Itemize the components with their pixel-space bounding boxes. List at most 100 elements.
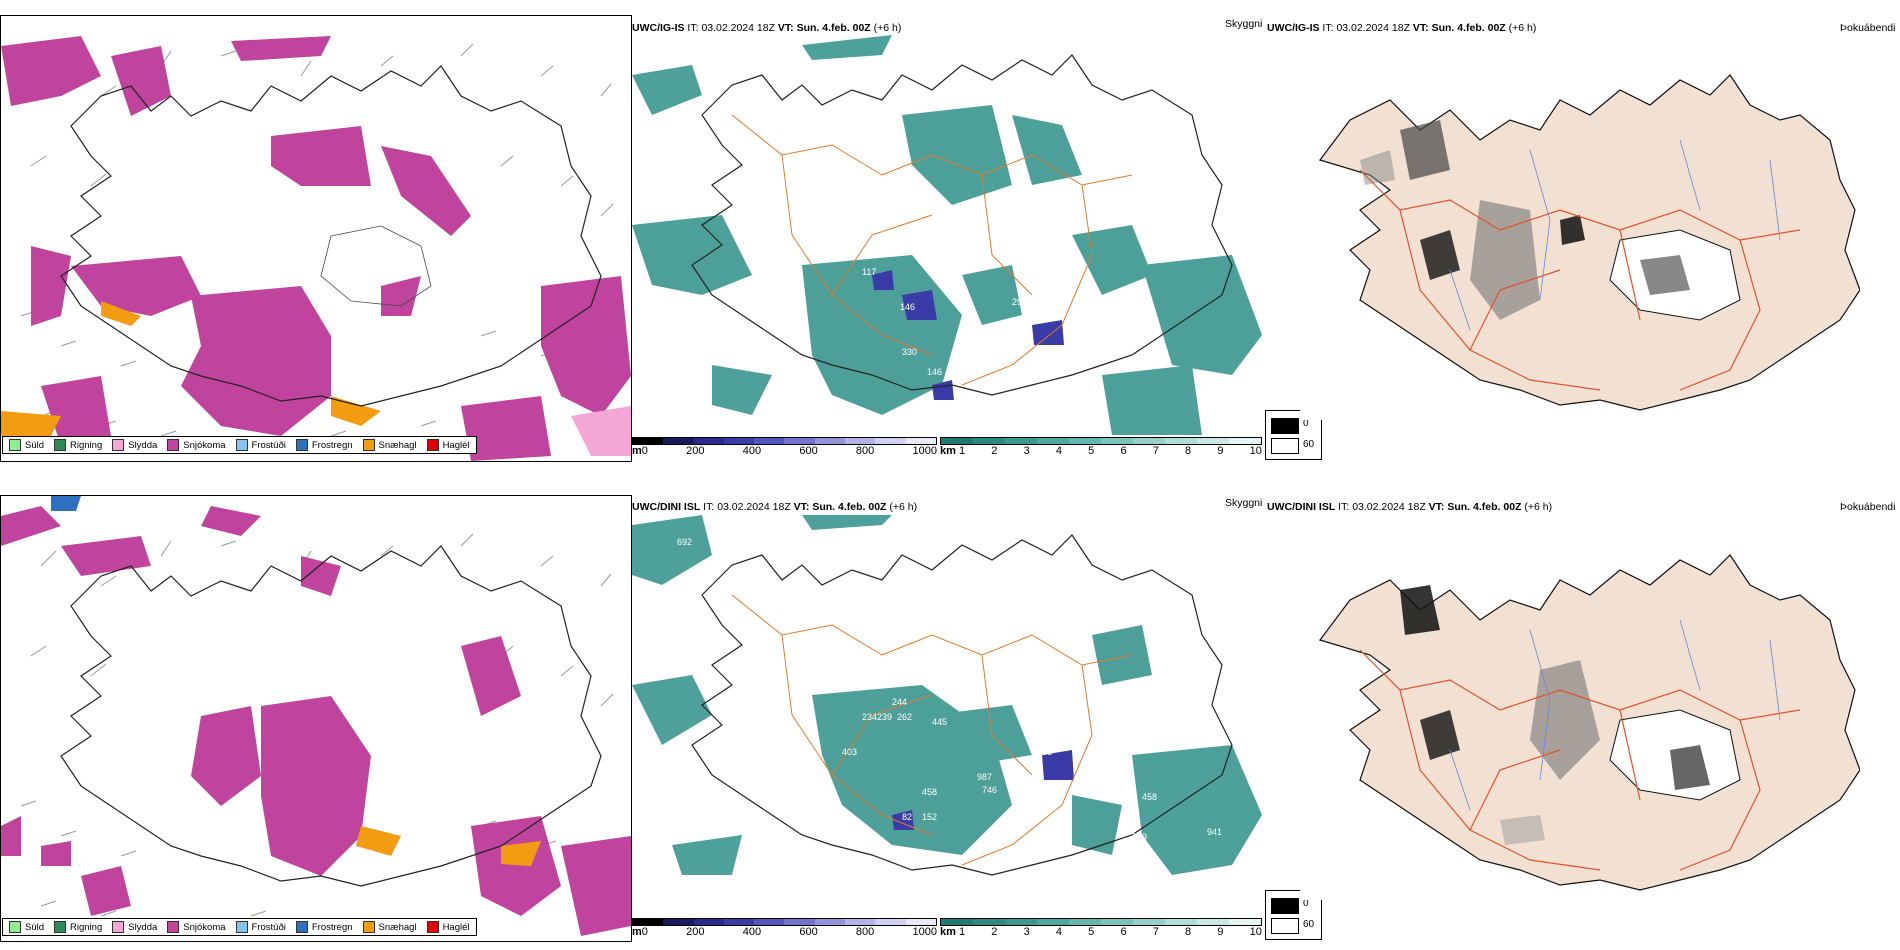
cb-tick: 1000 bbox=[912, 926, 937, 938]
cb-seg bbox=[814, 919, 846, 925]
cb-seg bbox=[1197, 919, 1229, 925]
vis-label: 746 bbox=[982, 785, 997, 795]
vis-label: 695 bbox=[917, 37, 932, 47]
cb-tick: 0 bbox=[641, 445, 648, 457]
cb-seg bbox=[1005, 919, 1037, 925]
lead-time: (+6 h) bbox=[1524, 501, 1553, 513]
panel-header: UWC/DINI ISL IT: 03.02.2024 18Z VT: Sun.… bbox=[632, 501, 917, 513]
cb-tick: 6 bbox=[1120, 926, 1127, 938]
vis-label: 693 bbox=[1072, 415, 1087, 425]
legend-item-snjokoma: Snjókoma bbox=[167, 921, 226, 933]
land-fill bbox=[1319, 74, 1860, 411]
cb-seg bbox=[633, 919, 664, 925]
legend-swatch bbox=[167, 921, 180, 933]
vis-label: 330 bbox=[902, 347, 917, 357]
visibility-map: 692 234 244 239 262 445 403 188 987 458 … bbox=[632, 515, 1262, 915]
cb-seg bbox=[1037, 438, 1069, 444]
fog-map-svg bbox=[1319, 74, 1860, 411]
vt-label: VT: bbox=[777, 22, 794, 34]
cb-seg bbox=[1133, 919, 1165, 925]
visibility-labels: 692 234 244 239 262 445 403 188 987 458 … bbox=[677, 537, 1222, 897]
cb-tick: 3 bbox=[1023, 445, 1030, 457]
cb-seg bbox=[1133, 438, 1165, 444]
cb-seg bbox=[633, 438, 664, 444]
colorbar-swatches bbox=[940, 437, 1262, 445]
legend-swatch bbox=[295, 921, 308, 933]
it-value: 03.02.2024 18Z bbox=[717, 501, 791, 513]
cb-seg bbox=[1069, 438, 1101, 444]
lead-time: (+6 h) bbox=[1508, 22, 1537, 34]
cb-unit: m bbox=[632, 445, 642, 457]
vt-label: VT: bbox=[1428, 501, 1445, 513]
it-label: IT: bbox=[1322, 22, 1334, 34]
cb-seg bbox=[1101, 919, 1133, 925]
fog-label-min: 60 bbox=[1303, 439, 1315, 450]
colorbar-ticks: m0 200 400 600 800 1000 bbox=[632, 926, 937, 938]
row-2: UWC/DINI ISL IT: 03.02.2024 18Z VT: Sun.… bbox=[0, 475, 1900, 950]
fog-patches bbox=[1360, 120, 1741, 321]
model-name: UWC/DINI ISL bbox=[1267, 501, 1336, 513]
cb-seg bbox=[845, 919, 876, 925]
legend-swatch bbox=[426, 439, 439, 451]
vt-value: Sun. 4.feb. 00Z bbox=[1431, 22, 1506, 34]
legend-label: Súld bbox=[25, 439, 45, 451]
legend-item-haglel: Haglél bbox=[426, 921, 470, 933]
panel-header: UWC/IG-IS IT: 03.02.2024 18Z VT: Sun. 4.… bbox=[1267, 22, 1536, 34]
vis-label: 188 bbox=[1037, 747, 1052, 757]
road-network bbox=[731, 594, 1133, 866]
precip-type-map bbox=[0, 15, 632, 462]
cb-tick: 400 bbox=[742, 445, 762, 457]
cb-seg bbox=[1197, 438, 1229, 444]
vt-label: VT: bbox=[1412, 22, 1429, 34]
legend-label: Rigning bbox=[70, 921, 103, 933]
vis-label: 692 bbox=[677, 537, 692, 547]
legend-item-sudd: Súld bbox=[9, 921, 44, 933]
fog-label-max: 0 bbox=[1303, 418, 1309, 429]
legend-swatch bbox=[167, 439, 180, 451]
legend-swatch bbox=[112, 439, 125, 451]
snow-areas bbox=[1, 36, 631, 461]
cb-seg bbox=[693, 919, 724, 925]
legend-swatch bbox=[426, 921, 439, 933]
roads bbox=[1359, 649, 1801, 871]
cb-unit: m bbox=[632, 926, 642, 938]
legend-swatch bbox=[295, 439, 308, 451]
vis-label: 445 bbox=[932, 717, 947, 727]
cb-seg bbox=[941, 438, 973, 444]
colorbar-swatches bbox=[632, 437, 937, 445]
fog-map bbox=[1300, 40, 1860, 420]
cb-seg bbox=[784, 919, 815, 925]
legend-label: Slydda bbox=[128, 921, 158, 933]
cb-unit-tick: m0 bbox=[632, 445, 648, 457]
cb-tick: 8 bbox=[1185, 926, 1192, 938]
vis-label: 234 bbox=[862, 712, 877, 722]
coastline bbox=[60, 545, 602, 887]
cb-seg bbox=[1165, 438, 1197, 444]
cb-unit: km bbox=[940, 926, 956, 938]
cb-tick: 1 bbox=[958, 926, 966, 938]
legend-item-sudd: Súld bbox=[9, 439, 44, 451]
legend-item-frostudi: Frostúði bbox=[235, 921, 286, 933]
cb-tick: 6 bbox=[1120, 445, 1127, 457]
model-name: UWC/DINI ISL bbox=[632, 501, 701, 513]
legend-item-haglel: Haglél bbox=[426, 439, 470, 451]
model-name: UWC/IG-IS bbox=[1267, 22, 1320, 34]
cb-tick: 9 bbox=[1217, 445, 1224, 457]
low-visibility-areas bbox=[632, 35, 1262, 435]
cb-seg bbox=[1229, 919, 1261, 925]
vis-label: 364 bbox=[762, 202, 777, 212]
rivers bbox=[1449, 619, 1781, 811]
fog-swatch-max bbox=[1271, 418, 1299, 434]
it-value: 03.02.2024 18Z bbox=[701, 22, 775, 34]
coastline bbox=[691, 54, 1233, 396]
road-network bbox=[731, 114, 1133, 386]
vis-label: 82 bbox=[672, 289, 682, 299]
vis-label: 944 bbox=[892, 887, 907, 897]
legend-swatch bbox=[362, 439, 375, 451]
legend-label: Snæhagl bbox=[378, 439, 417, 451]
cb-tick: 4 bbox=[1055, 926, 1062, 938]
ice-pellet-areas bbox=[1, 301, 381, 436]
legend-label: Slydda bbox=[128, 439, 158, 451]
visibility-map-svg: 692 234 244 239 262 445 403 188 987 458 … bbox=[632, 515, 1262, 897]
cb-tick: 3 bbox=[1023, 926, 1030, 938]
